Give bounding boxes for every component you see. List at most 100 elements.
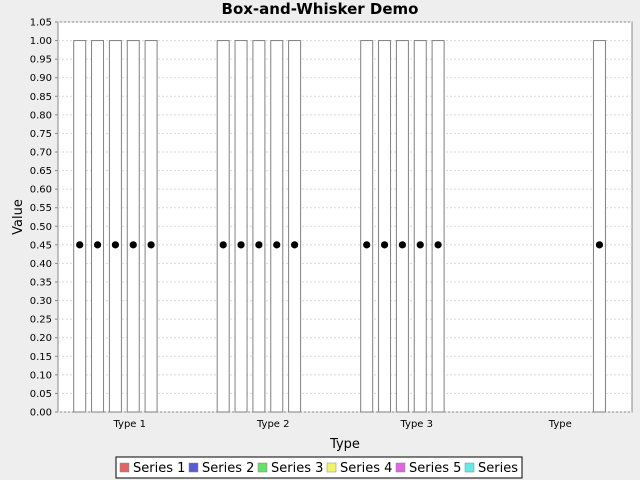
y-tick-label: 1.00 — [30, 36, 52, 47]
legend: Series 1 Series 2 Series 3 Series 4 Series 5… — [115, 456, 523, 479]
legend-label: Series 1 — [133, 461, 185, 476]
box-body — [216, 40, 230, 413]
box-body — [270, 40, 284, 413]
box-2-3 — [378, 40, 392, 413]
x-axis-categories: Type 1 Type 2 Type 3 Type — [112, 419, 571, 430]
box-body — [395, 40, 409, 413]
y-tick-label: 1.05 — [30, 18, 52, 29]
y-tick-label: 0.05 — [30, 389, 52, 400]
box-body — [73, 40, 87, 413]
box-body — [234, 40, 248, 413]
y-tick-label: 0.45 — [30, 240, 52, 251]
y-tick-label: 0.80 — [30, 110, 52, 121]
legend-label: Series 2 — [202, 461, 254, 476]
box-4-2 — [270, 40, 284, 413]
box-body — [91, 40, 105, 413]
box-2-2 — [234, 40, 248, 413]
legend-label: Series — [478, 461, 518, 476]
box-3-1 — [108, 40, 122, 413]
legend-label: Series 3 — [271, 461, 323, 476]
mean-marker — [595, 241, 604, 249]
y-tick-label: 0.00 — [30, 408, 52, 419]
box-2-1 — [91, 40, 105, 413]
mean-marker — [255, 241, 263, 249]
box-body — [144, 40, 158, 413]
y-tick-label: 0.75 — [30, 129, 52, 140]
mean-marker — [398, 241, 406, 249]
mean-marker — [380, 241, 389, 249]
y-tick-label: 0.55 — [30, 203, 52, 214]
box-5-1 — [144, 40, 158, 413]
legend-swatch — [188, 462, 199, 473]
legend-swatch — [257, 462, 268, 473]
x-category-label: Type 1 — [112, 419, 146, 430]
legend-frame — [115, 456, 523, 479]
x-category-label: Type — [548, 419, 572, 430]
mean-marker — [76, 241, 84, 249]
box-5-3 — [431, 40, 445, 413]
box-body — [108, 40, 122, 413]
box-layer — [73, 40, 606, 413]
y-tick-label: 0.70 — [30, 148, 52, 159]
y-tick-label: 0.65 — [30, 166, 52, 177]
box-1-2 — [216, 40, 230, 413]
box-body — [378, 40, 392, 413]
legend-swatch — [464, 462, 475, 473]
legend-item: Series 4 — [326, 461, 392, 476]
y-tick-label: 0.40 — [30, 259, 52, 270]
box-body — [431, 40, 445, 413]
box-1-3 — [360, 40, 374, 413]
plot-area — [57, 21, 633, 413]
legend-item: Series 5 — [395, 461, 461, 476]
legend-item: Series 2 — [188, 461, 254, 476]
chart-title: Box-and-Whisker Demo — [222, 0, 419, 18]
y-tick-label: 0.15 — [30, 352, 52, 363]
y-tick-label: 0.85 — [30, 92, 52, 103]
legend-item: Series 3 — [257, 461, 323, 476]
x-category-label: Type 3 — [399, 419, 433, 430]
legend-label: Series 4 — [340, 461, 392, 476]
mean-marker — [291, 241, 299, 249]
legend-item: Series — [464, 461, 518, 476]
legend-item: Series 1 — [119, 461, 185, 476]
mean-marker — [129, 241, 137, 249]
mean-marker — [147, 241, 155, 249]
y-tick-label: 0.90 — [30, 73, 52, 84]
y-axis-label: Value — [11, 199, 26, 235]
mean-marker — [237, 241, 245, 249]
box-1-1 — [73, 40, 87, 413]
mean-marker — [434, 241, 442, 249]
mean-marker — [363, 241, 371, 249]
box-5-2 — [288, 40, 302, 413]
mean-marker — [93, 241, 102, 249]
box-body — [126, 40, 140, 413]
y-tick-label: 0.25 — [30, 315, 52, 326]
mean-marker — [111, 241, 119, 249]
box-4-3 — [413, 40, 427, 413]
y-tick-label: 0.10 — [30, 370, 52, 381]
box-3-3 — [395, 40, 409, 413]
y-tick-label: 0.30 — [30, 296, 52, 307]
box-body — [252, 40, 266, 413]
box-3-2 — [252, 40, 266, 413]
legend-swatch — [119, 462, 130, 473]
box-body — [288, 40, 302, 413]
box-body — [360, 40, 374, 413]
y-tick-label: 0.35 — [30, 278, 52, 289]
legend-swatch — [395, 462, 406, 473]
mean-marker — [273, 241, 281, 249]
y-axis-ticks: 0.00 0.05 0.10 0.15 0.20 0.25 0.30 0.35 0.40 0.45… — [30, 18, 58, 419]
legend-swatch — [326, 462, 337, 473]
y-tick-label: 0.60 — [30, 185, 52, 196]
box-body — [413, 40, 427, 413]
y-tick-label: 0.20 — [30, 333, 52, 344]
box-body — [592, 40, 606, 413]
y-tick-label: 0.95 — [30, 55, 52, 66]
box-4-1 — [126, 40, 140, 413]
mean-marker — [219, 241, 227, 249]
x-category-label: Type 2 — [256, 419, 290, 430]
box-6-4 — [592, 40, 606, 413]
mean-marker — [416, 241, 424, 249]
legend-label: Series 5 — [409, 461, 461, 476]
